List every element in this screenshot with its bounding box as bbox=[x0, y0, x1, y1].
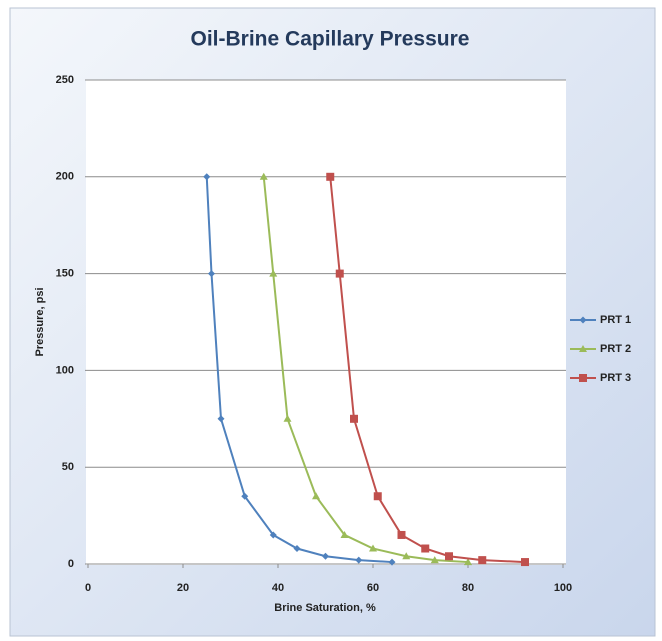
marker bbox=[421, 544, 430, 553]
y-axis-label: Pressure, psi bbox=[34, 287, 46, 356]
x-tick-label: 0 bbox=[85, 582, 91, 594]
marker bbox=[397, 530, 406, 539]
marker bbox=[283, 414, 292, 422]
marker bbox=[340, 530, 349, 538]
marker bbox=[478, 556, 487, 565]
marker bbox=[430, 556, 439, 564]
y-tick-label: 100 bbox=[56, 364, 74, 376]
chart-title: Oil-Brine Capillary Pressure bbox=[191, 28, 470, 51]
marker bbox=[402, 552, 411, 560]
y-tick-label: 250 bbox=[56, 74, 74, 86]
marker bbox=[241, 492, 249, 500]
marker bbox=[269, 531, 277, 539]
marker bbox=[322, 552, 329, 560]
x-axis-label: Brine Saturation, % bbox=[274, 602, 376, 614]
marker bbox=[579, 374, 587, 382]
plot-area bbox=[86, 80, 566, 565]
legend-label: PRT 3 bbox=[600, 372, 631, 384]
marker bbox=[217, 415, 225, 423]
marker bbox=[208, 270, 215, 278]
x-tick-label: 60 bbox=[367, 582, 379, 594]
y-tick-label: 200 bbox=[56, 171, 74, 183]
marker bbox=[335, 269, 344, 278]
y-tick-label: 0 bbox=[68, 558, 74, 570]
marker bbox=[259, 172, 268, 180]
marker bbox=[369, 544, 377, 552]
marker bbox=[293, 545, 301, 553]
marker bbox=[445, 552, 453, 561]
marker bbox=[388, 558, 396, 566]
marker bbox=[312, 492, 320, 500]
marker bbox=[203, 173, 211, 181]
marker bbox=[579, 345, 587, 352]
x-tick-label: 40 bbox=[272, 582, 284, 594]
y-tick-label: 50 bbox=[62, 461, 74, 473]
marker bbox=[521, 558, 529, 567]
legend-label: PRT 2 bbox=[600, 343, 631, 355]
marker bbox=[464, 558, 472, 566]
marker bbox=[579, 316, 587, 324]
x-tick-label: 20 bbox=[177, 582, 189, 594]
x-tick-label: 80 bbox=[462, 582, 474, 594]
legend-label: PRT 1 bbox=[600, 314, 631, 326]
marker bbox=[373, 492, 382, 501]
marker bbox=[326, 172, 335, 181]
marker bbox=[350, 414, 358, 423]
x-tick-label: 100 bbox=[554, 582, 572, 594]
y-tick-label: 150 bbox=[56, 268, 74, 280]
marker bbox=[355, 556, 363, 564]
marker bbox=[269, 269, 278, 277]
